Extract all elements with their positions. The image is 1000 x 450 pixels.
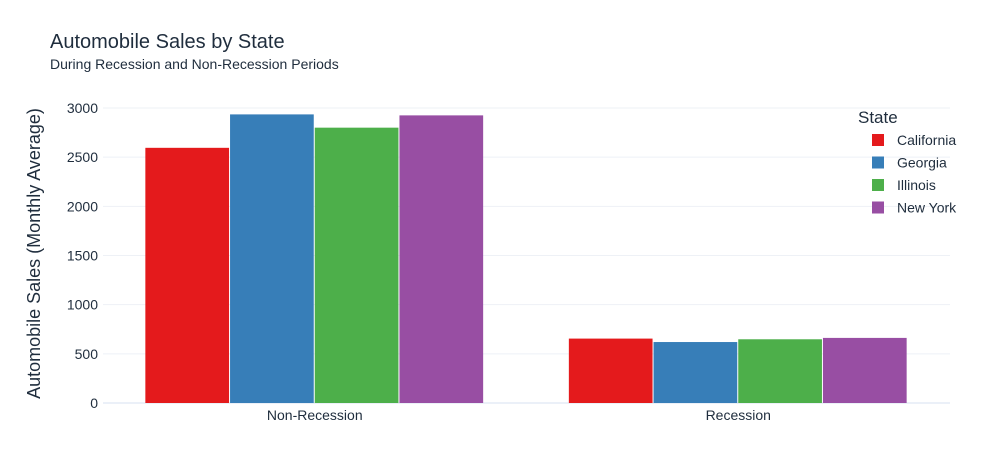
y-tick-label: 0 — [90, 395, 98, 411]
legend-label: Georgia — [897, 155, 947, 171]
x-tick-label: Non-Recession — [267, 407, 363, 423]
x-tick-label: Recession — [706, 407, 771, 423]
legend-swatch — [872, 134, 884, 146]
legend-label: California — [897, 132, 956, 148]
y-axis-label: Automobile Sales (Monthly Average) — [24, 108, 44, 399]
legend: State California Georgia Illinois New York — [858, 108, 957, 216]
bar — [230, 114, 314, 404]
y-tick-label: 2500 — [67, 149, 98, 165]
chart-title: Automobile Sales by State — [50, 31, 285, 53]
chart-subtitle: During Recession and Non-Recession Perio… — [50, 56, 339, 72]
y-tick-label: 1000 — [67, 297, 98, 313]
legend-label: Illinois — [897, 177, 936, 193]
bars — [145, 114, 907, 404]
bar — [568, 338, 653, 403]
y-tick-label: 2000 — [67, 198, 98, 214]
y-axis-ticks: 0 500 1000 1500 2000 2500 3000 — [67, 100, 98, 411]
legend-swatch — [872, 179, 884, 191]
bar — [653, 342, 738, 403]
bar — [822, 337, 907, 403]
x-axis-ticks: Non-Recession Recession — [267, 407, 771, 423]
y-tick-label: 500 — [75, 346, 99, 362]
bar — [145, 147, 230, 403]
y-tick-label: 1500 — [67, 248, 98, 264]
legend-label: New York — [897, 200, 957, 216]
y-tick-label: 3000 — [67, 100, 98, 116]
legend-swatch — [872, 156, 884, 169]
legend-swatch — [872, 201, 884, 214]
legend-title: State — [858, 108, 898, 127]
bar — [314, 127, 399, 404]
bar — [738, 339, 822, 403]
bar — [399, 115, 484, 403]
